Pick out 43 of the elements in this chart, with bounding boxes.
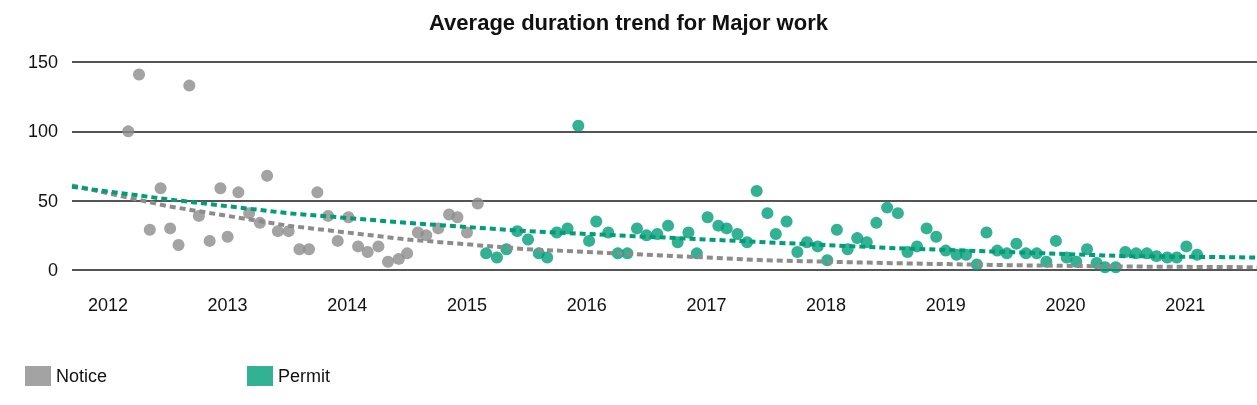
legend-label: Notice [56,366,108,386]
point [143,223,156,236]
point [122,125,135,138]
point [471,197,484,210]
point [214,182,227,195]
y-tick-label: 50 [37,190,58,211]
x-tick-label: 2012 [87,295,128,315]
point [451,211,464,224]
point [203,234,216,247]
x-tick-label: 2014 [327,295,368,315]
x-tick-label: 2017 [686,295,727,315]
y-tick-label: 100 [27,121,58,142]
point [382,255,394,268]
point [232,186,245,199]
point [221,230,234,243]
point [372,240,385,253]
point [133,68,146,81]
point [172,239,185,252]
x-tick-label: 2016 [566,295,607,315]
x-tick-label: 2015 [446,295,488,315]
point [401,247,414,260]
y-tick-label: 0 [47,260,58,280]
point [154,182,167,195]
x-tick-label: 2013 [207,295,248,315]
point [352,240,365,253]
point [331,234,344,247]
point [392,252,405,265]
x-tick-label: 2019 [925,295,966,315]
x-tick-label: 2021 [1165,295,1206,315]
legend-label: Permit [278,366,331,386]
x-tick-label: 2020 [1045,295,1086,315]
y-tick-label: 150 [27,52,58,72]
chart-title: Average duration trend for Major work [429,9,829,35]
point [461,226,473,239]
point [183,79,196,92]
point [361,245,374,258]
point [261,169,274,182]
x-tick-label: 2018 [806,295,847,315]
point [420,229,433,242]
point [164,222,177,235]
point [311,186,324,199]
point [303,243,315,256]
point [271,225,284,238]
